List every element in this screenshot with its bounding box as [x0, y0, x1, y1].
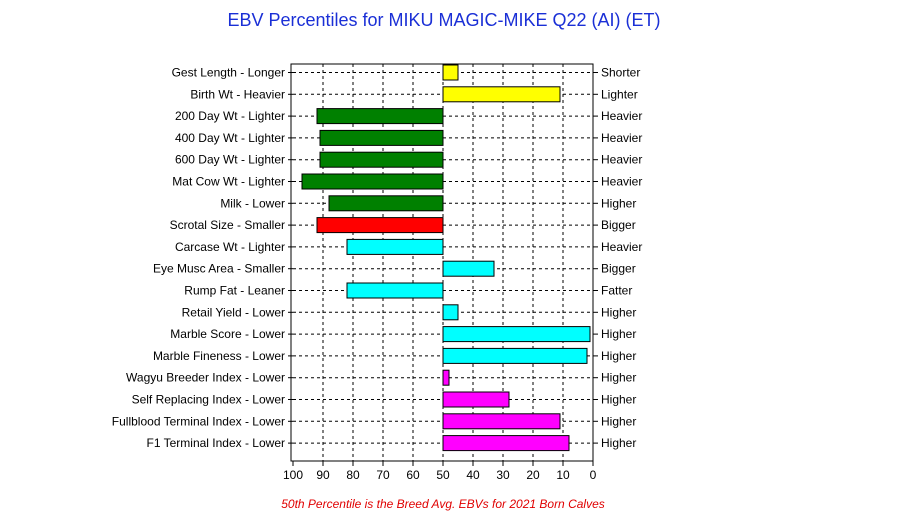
direction-label: Higher: [601, 305, 636, 319]
category-label: Scrotal Size - Smaller: [170, 218, 285, 232]
category-label: Rump Fat - Leaner: [184, 284, 285, 298]
direction-label: Bigger: [601, 262, 636, 276]
category-label: Carcase Wt - Lighter: [175, 240, 285, 254]
direction-label: Higher: [601, 196, 636, 210]
x-tick-label: 0: [590, 468, 597, 482]
x-tick-label: 20: [526, 468, 540, 482]
category-label: Gest Length - Longer: [172, 66, 285, 80]
bar-retail-yield-lower: [442, 304, 459, 321]
bar-marble-score-lower: [442, 326, 591, 343]
bar-birth-wt-heavier: [442, 86, 561, 103]
bar-f1-terminal-index-lower: [442, 435, 570, 452]
direction-label: Heavier: [601, 131, 642, 145]
bars-group: [301, 64, 591, 452]
bar-self-replacing-index-lower: [442, 391, 510, 408]
x-tick-label: 90: [316, 468, 330, 482]
category-label: 200 Day Wt - Lighter: [175, 109, 285, 123]
bar-milk-lower: [328, 195, 444, 212]
category-label: Eye Musc Area - Smaller: [153, 262, 285, 276]
bar-400-day-wt-lighter: [319, 129, 444, 146]
x-tick-label: 10: [556, 468, 570, 482]
direction-label: Higher: [601, 371, 636, 385]
category-label: Wagyu Breeder Index - Lower: [126, 371, 285, 385]
x-tick-label: 70: [376, 468, 390, 482]
category-label: Retail Yield - Lower: [182, 305, 285, 319]
x-tick-label: 40: [466, 468, 480, 482]
direction-label: Shorter: [601, 66, 640, 80]
category-label: Self Replacing Index - Lower: [132, 393, 285, 407]
category-label: Birth Wt - Heavier: [190, 87, 285, 101]
bar-rump-fat-leaner: [346, 282, 444, 299]
direction-label: Higher: [601, 436, 636, 450]
category-label: Milk - Lower: [220, 196, 285, 210]
right-labels-group: Shorter Lighter Heavier Heavier Heavier Heavi…: [601, 66, 642, 451]
category-label: Fullblood Terminal Index - Lower: [112, 414, 285, 428]
bar-scrotal-size-smaller: [316, 217, 444, 234]
bar-eye-musc-area-smaller: [442, 260, 495, 277]
chart-title: EBV Percentiles for MIKU MAGIC-MIKE Q22 …: [227, 10, 660, 30]
category-label: F1 Terminal Index - Lower: [146, 436, 285, 450]
bar-600-day-wt-lighter: [319, 151, 444, 168]
direction-label: Higher: [601, 349, 636, 363]
x-tick-label: 100: [283, 468, 303, 482]
bar-marble-fineness-lower: [442, 347, 588, 364]
x-tick-label: 50: [436, 468, 450, 482]
x-tick-label: 30: [496, 468, 510, 482]
bar-fullblood-terminal-index-lower: [442, 413, 561, 430]
direction-label: Heavier: [601, 175, 642, 189]
direction-label: Higher: [601, 393, 636, 407]
bar-carcase-wt-lighter: [346, 238, 444, 255]
direction-label: Lighter: [601, 87, 638, 101]
category-label: Marble Score - Lower: [170, 327, 285, 341]
direction-label: Bigger: [601, 218, 636, 232]
category-label: 400 Day Wt - Lighter: [175, 131, 285, 145]
category-label: Mat Cow Wt - Lighter: [172, 175, 285, 189]
category-label: 600 Day Wt - Lighter: [175, 153, 285, 167]
plot-frame: [290, 63, 594, 462]
category-label: Marble Fineness - Lower: [153, 349, 285, 363]
bar-wagyu-breeder-index-lower: [442, 369, 450, 386]
bar-mat-cow-wt-lighter: [301, 173, 444, 190]
direction-label: Heavier: [601, 240, 642, 254]
direction-label: Fatter: [601, 284, 632, 298]
bar-gest-length-longer: [442, 64, 459, 81]
x-tick-label: 60: [406, 468, 420, 482]
direction-label: Higher: [601, 414, 636, 428]
bar-200-day-wt-lighter: [316, 108, 444, 125]
x-tick-label: 80: [346, 468, 360, 482]
direction-label: Higher: [601, 327, 636, 341]
direction-label: Heavier: [601, 153, 642, 167]
chart-footnote: 50th Percentile is the Breed Avg. EBVs f…: [281, 497, 605, 511]
direction-label: Heavier: [601, 109, 642, 123]
x-ticks-group: 100 90 80 70 60 50 40 30 20 10 0: [283, 72, 598, 482]
left-labels-group: Gest Length - Longer Birth Wt - Heavier 20…: [112, 66, 285, 451]
